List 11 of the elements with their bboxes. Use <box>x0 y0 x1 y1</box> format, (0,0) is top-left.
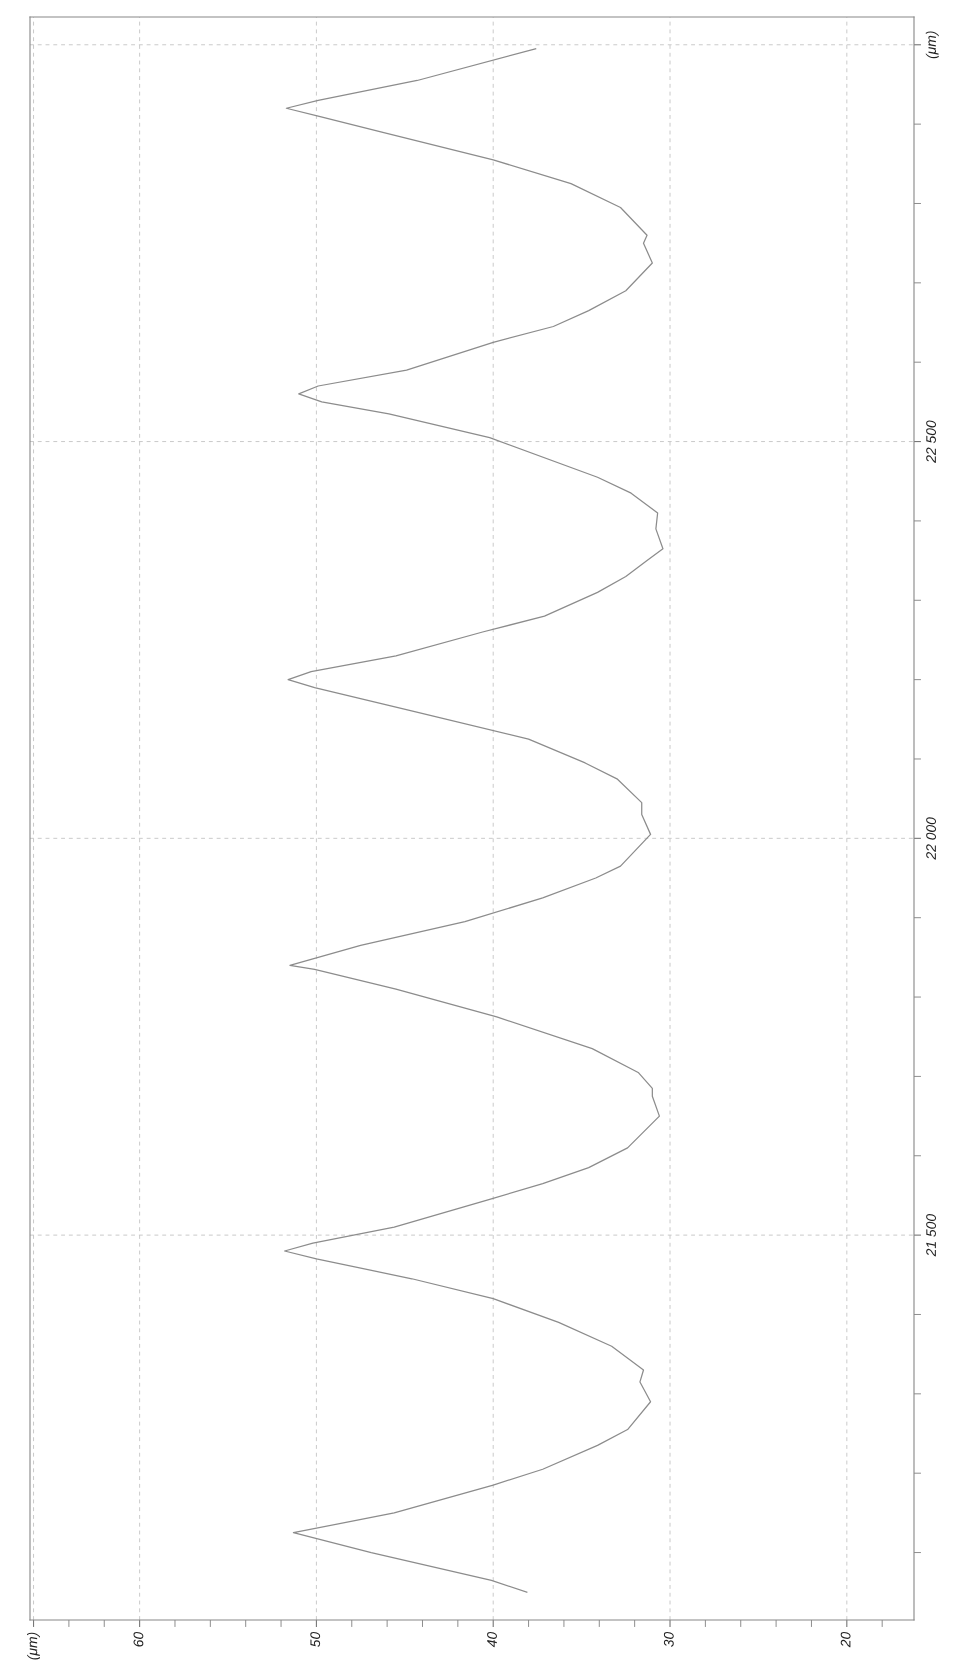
y-tick-label: 22 000 <box>926 817 937 860</box>
x-tick-label: 30 <box>663 1631 674 1647</box>
y-tick-label: 21 500 <box>926 1213 937 1257</box>
y-tick-label: (μm) <box>925 31 939 59</box>
line-series <box>283 48 664 1593</box>
x-tick-label: 50 <box>310 1631 321 1647</box>
x-tick-label: (μm) <box>27 1632 40 1660</box>
x-tick-label: 20 <box>840 1631 851 1648</box>
x-tick-label: 60 <box>133 1631 144 1647</box>
y-tick-label: 22 500 <box>926 420 937 463</box>
x-tick-label: 40 <box>487 1631 497 1648</box>
